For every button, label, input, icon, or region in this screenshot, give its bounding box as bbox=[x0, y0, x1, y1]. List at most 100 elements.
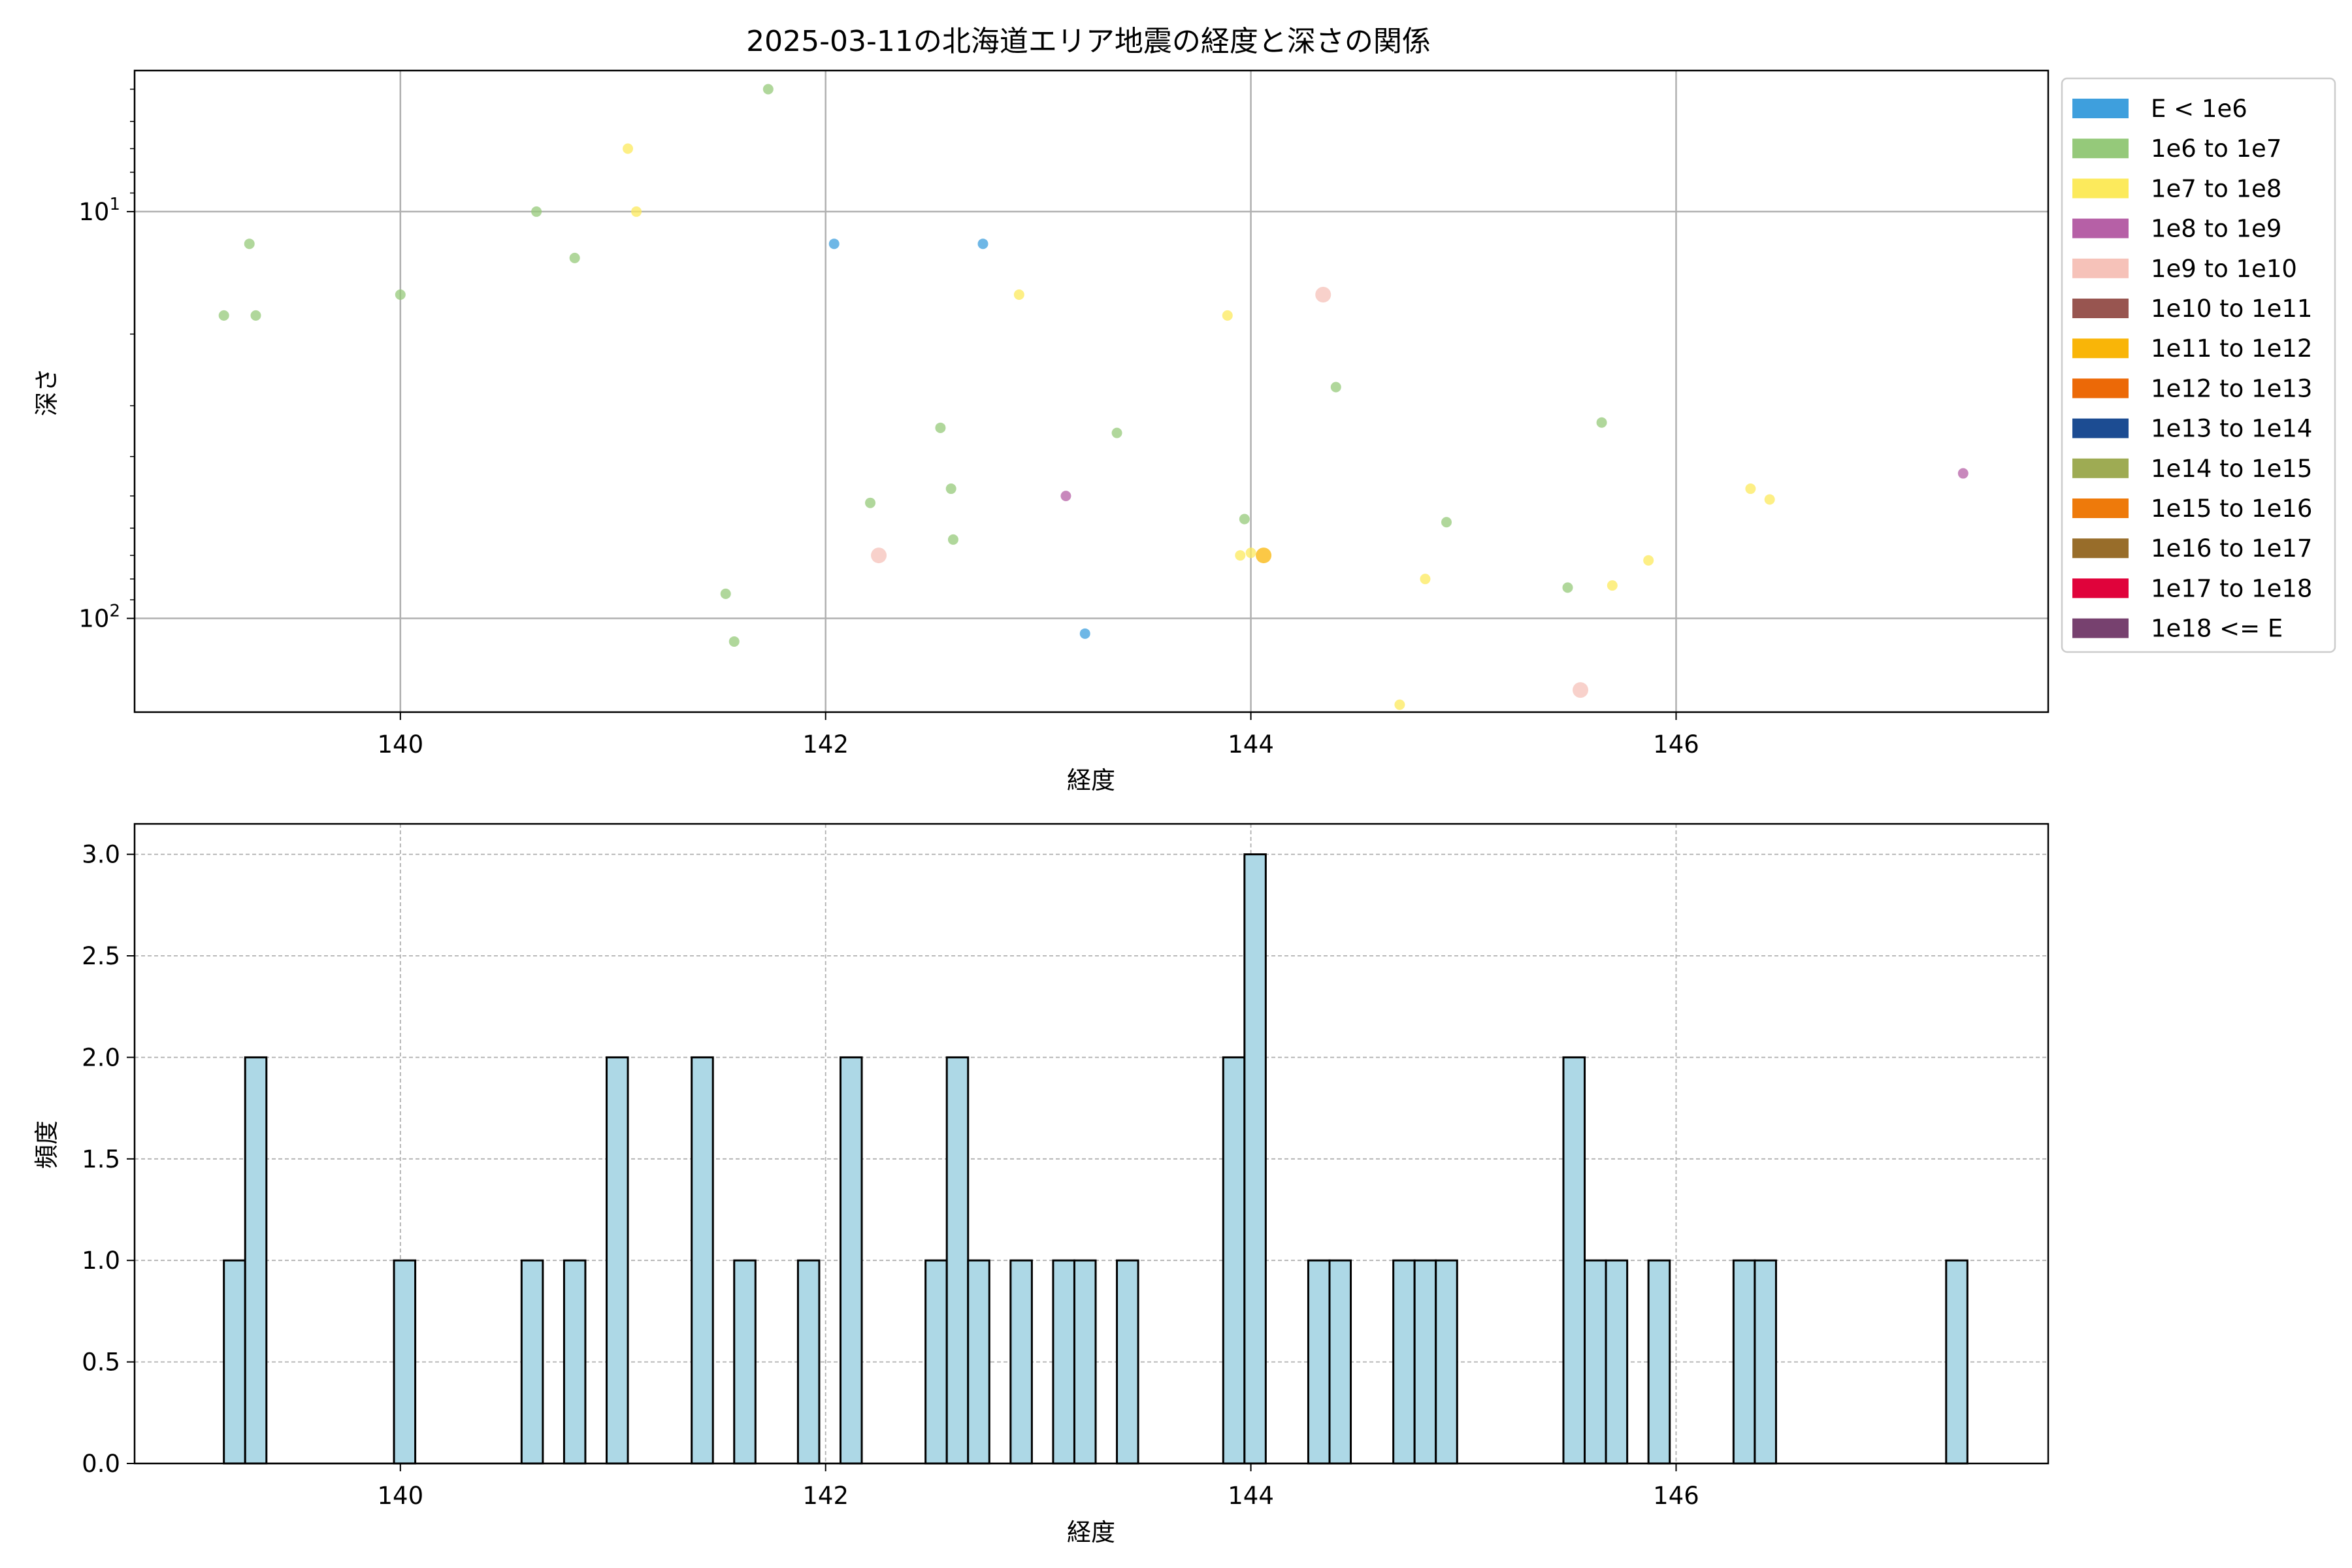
histogram-bar bbox=[1222, 1056, 1246, 1465]
legend-swatch bbox=[2072, 99, 2129, 118]
histogram-bar bbox=[839, 1056, 863, 1465]
scatter-point bbox=[569, 252, 580, 263]
histogram-y-tick-label: 2.0 bbox=[82, 1043, 120, 1071]
histogram-bar bbox=[1647, 1259, 1671, 1465]
legend-swatch bbox=[2072, 218, 2129, 238]
histogram-bar bbox=[1328, 1259, 1352, 1465]
histogram-bar bbox=[967, 1259, 990, 1465]
scatter-point bbox=[945, 483, 956, 495]
histogram-bar bbox=[691, 1056, 714, 1465]
legend: E < 1e6 1e6 to 1e7 1e7 to 1e8 1e8 to 1e9 1e9… bbox=[2061, 77, 2336, 653]
scatter-point bbox=[1315, 286, 1331, 302]
scatter-point bbox=[728, 636, 740, 647]
histogram-bar bbox=[1307, 1259, 1331, 1465]
scatter-point bbox=[1239, 514, 1250, 525]
legend-swatch bbox=[2072, 139, 2129, 159]
scatter-point bbox=[531, 206, 542, 217]
scatter-point bbox=[1111, 427, 1122, 438]
scatter-plot-frame bbox=[133, 69, 2050, 713]
scatter-points bbox=[218, 84, 1968, 710]
scatter-plot-area bbox=[135, 71, 2048, 712]
histogram-bar bbox=[244, 1056, 268, 1465]
legend-swatch bbox=[2072, 299, 2129, 318]
legend-label: 1e15 to 1e16 bbox=[2151, 495, 2312, 523]
legend-swatch bbox=[2072, 538, 2129, 559]
histogram-y-tick-label: 1.5 bbox=[82, 1145, 120, 1173]
legend-label: 1e12 to 1e13 bbox=[2151, 374, 2312, 402]
legend-swatch bbox=[2072, 258, 2129, 278]
scatter-point bbox=[1235, 550, 1246, 561]
legend-label: 1e14 to 1e15 bbox=[2151, 455, 2312, 483]
histogram-bar bbox=[924, 1259, 948, 1465]
scatter-x-axis-label: 経度 bbox=[1067, 766, 1115, 794]
scatter-point bbox=[1330, 382, 1341, 393]
histogram-bar bbox=[1945, 1259, 1968, 1465]
histogram-bar bbox=[945, 1056, 970, 1465]
legend-swatch bbox=[2072, 578, 2129, 598]
scatter-point bbox=[631, 206, 642, 217]
histogram-bar bbox=[733, 1259, 757, 1465]
legend-swatch bbox=[2072, 418, 2129, 438]
histogram-x-tick-label: 146 bbox=[1653, 1482, 1699, 1510]
scatter-x-ticks: 140 142 144 146 bbox=[377, 712, 1699, 759]
histogram-y-tick-label: 3.0 bbox=[82, 841, 120, 869]
scatter-point bbox=[1562, 582, 1573, 593]
histogram-bar bbox=[1584, 1259, 1607, 1465]
scatter-point bbox=[1394, 699, 1405, 710]
scatter-gridlines bbox=[135, 71, 2048, 712]
scatter-point bbox=[1420, 574, 1431, 585]
histogram-plot-frame bbox=[133, 823, 2050, 1465]
legend-items: E < 1e6 1e6 to 1e7 1e7 to 1e8 1e8 to 1e9 1e9… bbox=[2072, 95, 2312, 643]
scatter-point bbox=[865, 497, 876, 508]
histogram-y-ticks: 0.0 0.5 1.0 1.5 2.0 2.5 3.0 bbox=[82, 841, 135, 1478]
scatter-point bbox=[871, 547, 887, 564]
histogram-bar bbox=[563, 1259, 587, 1465]
legend-swatch bbox=[2072, 458, 2129, 478]
histogram-bar bbox=[520, 1259, 544, 1465]
histogram-bar bbox=[1243, 853, 1267, 1465]
histogram-bar bbox=[1435, 1259, 1458, 1465]
histogram-bar bbox=[1605, 1259, 1629, 1465]
histogram-x-axis-label: 経度 bbox=[1067, 1518, 1115, 1546]
scatter-chart: 2025-03-11の北海道エリア地震の経度と深さの関係 140 142 144 14… bbox=[33, 25, 2050, 794]
scatter-x-tick-label: 142 bbox=[802, 730, 849, 759]
legend-label: 1e17 to 1e18 bbox=[2151, 574, 2312, 602]
histogram-x-tick-label: 144 bbox=[1228, 1482, 1274, 1510]
histogram-bar bbox=[1562, 1056, 1586, 1465]
scatter-point bbox=[1745, 483, 1756, 495]
scatter-point bbox=[1957, 468, 1968, 479]
scatter-point bbox=[250, 310, 261, 321]
histogram-bars bbox=[223, 853, 1968, 1465]
histogram-bar bbox=[1052, 1259, 1075, 1465]
scatter-point bbox=[828, 238, 840, 250]
legend-swatch bbox=[2072, 338, 2129, 359]
legend-label: 1e11 to 1e12 bbox=[2151, 335, 2312, 363]
scatter-point bbox=[947, 534, 958, 545]
scatter-y-axis-label: 深さ bbox=[33, 368, 61, 416]
histogram-x-ticks: 140 142 144 146 bbox=[377, 1463, 1699, 1510]
scatter-point bbox=[1245, 547, 1256, 559]
legend-label: 1e8 to 1e9 bbox=[2151, 215, 2281, 243]
histogram-bar bbox=[605, 1056, 629, 1465]
legend-label: 1e16 to 1e17 bbox=[2151, 534, 2312, 563]
legend-label: 1e18 <= E bbox=[2151, 615, 2283, 643]
histogram-x-tick-label: 142 bbox=[802, 1482, 849, 1510]
histogram-bar bbox=[393, 1259, 417, 1465]
histogram-y-tick-label: 0.0 bbox=[82, 1450, 120, 1478]
histogram-x-tick-label: 140 bbox=[377, 1482, 423, 1510]
scatter-point bbox=[720, 588, 731, 599]
histogram-bar bbox=[1073, 1259, 1097, 1465]
scatter-point bbox=[977, 238, 988, 250]
scatter-point bbox=[244, 238, 255, 250]
scatter-y-tick-label: 102 bbox=[78, 602, 120, 633]
chart-title: 2025-03-11の北海道エリア地震の経度と深さの関係 bbox=[746, 25, 1431, 58]
histogram-y-tick-label: 2.5 bbox=[82, 942, 120, 970]
histogram-y-tick-label: 1.0 bbox=[82, 1247, 120, 1275]
histogram-bar bbox=[1732, 1259, 1756, 1465]
scatter-point bbox=[1596, 417, 1607, 428]
scatter-point bbox=[1256, 547, 1272, 564]
scatter-point bbox=[1013, 289, 1024, 300]
scatter-point bbox=[1643, 555, 1654, 566]
